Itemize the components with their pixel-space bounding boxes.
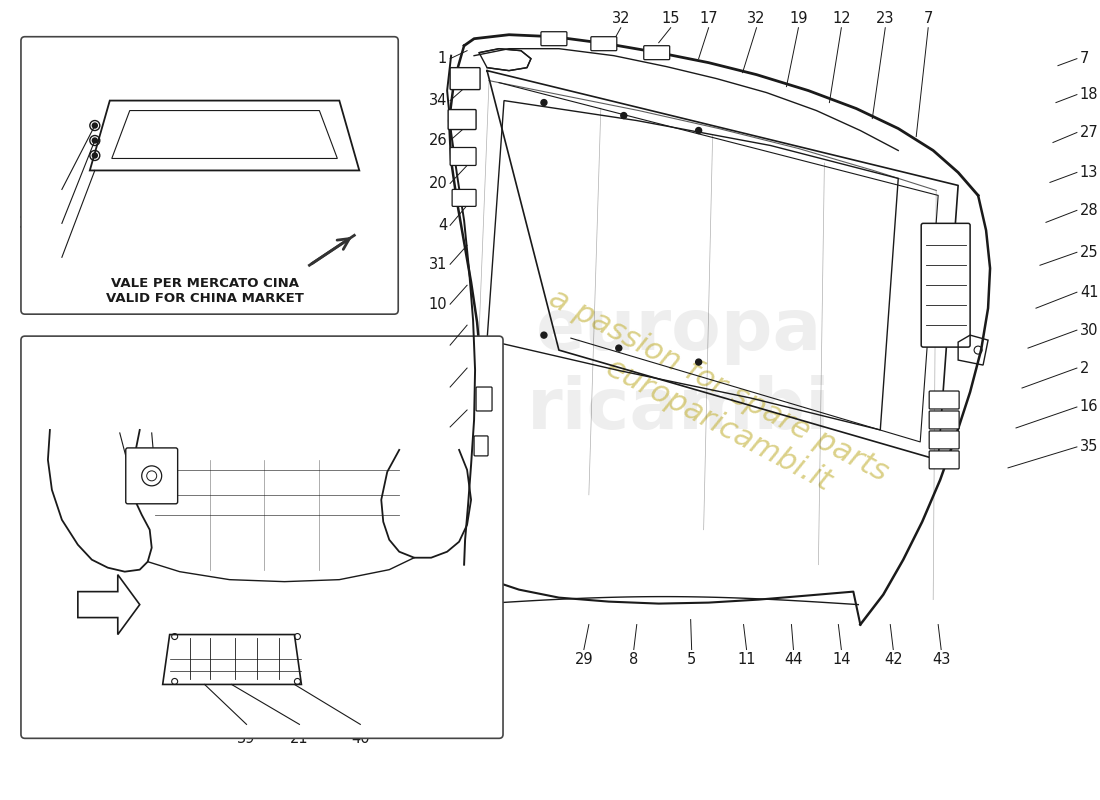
Circle shape [616, 345, 622, 351]
Text: 31: 31 [429, 257, 447, 272]
Circle shape [541, 99, 547, 106]
Text: 43: 43 [932, 651, 950, 666]
Text: 1: 1 [438, 51, 447, 66]
FancyBboxPatch shape [930, 451, 959, 469]
Text: 35: 35 [1080, 439, 1098, 454]
Circle shape [92, 123, 97, 128]
FancyBboxPatch shape [452, 190, 476, 206]
FancyBboxPatch shape [930, 391, 959, 409]
Text: 20: 20 [428, 176, 447, 191]
Text: 21: 21 [290, 731, 309, 746]
Text: 44: 44 [784, 651, 803, 666]
FancyBboxPatch shape [476, 387, 492, 411]
Text: VALE PER MERCATO CINA: VALE PER MERCATO CINA [111, 277, 298, 290]
Text: 33: 33 [429, 379, 447, 394]
FancyBboxPatch shape [448, 110, 476, 130]
Text: 17: 17 [700, 10, 718, 26]
Text: 4: 4 [438, 218, 447, 233]
Text: 9: 9 [438, 419, 447, 434]
Circle shape [92, 138, 97, 143]
Circle shape [695, 127, 702, 134]
Text: 23: 23 [876, 10, 894, 26]
Text: 7: 7 [924, 10, 933, 26]
FancyBboxPatch shape [591, 37, 617, 50]
Text: 10: 10 [429, 297, 447, 312]
Text: 37: 37 [20, 216, 37, 231]
Text: 36: 36 [20, 250, 37, 265]
FancyBboxPatch shape [474, 436, 488, 456]
FancyBboxPatch shape [541, 32, 567, 46]
Text: a passion for spare parts: a passion for spare parts [544, 283, 893, 487]
Text: 15: 15 [661, 10, 680, 26]
FancyBboxPatch shape [450, 68, 480, 90]
Text: 5: 5 [688, 651, 696, 666]
Text: 18: 18 [1080, 87, 1099, 102]
Text: 26: 26 [429, 133, 447, 148]
Text: 2: 2 [1080, 361, 1089, 375]
Text: 27: 27 [1080, 125, 1099, 140]
Text: 14: 14 [832, 651, 850, 666]
Text: 7: 7 [1080, 51, 1089, 66]
Text: 8: 8 [629, 651, 638, 666]
Text: 32: 32 [612, 10, 630, 26]
Text: 40: 40 [351, 731, 370, 746]
FancyBboxPatch shape [930, 411, 959, 429]
FancyBboxPatch shape [450, 147, 476, 166]
Circle shape [92, 153, 97, 158]
Text: 32: 32 [747, 10, 766, 26]
Text: 13: 13 [1080, 165, 1098, 180]
FancyBboxPatch shape [21, 37, 398, 314]
Circle shape [620, 113, 627, 118]
Text: 29: 29 [574, 651, 593, 666]
FancyBboxPatch shape [930, 431, 959, 449]
Text: 30: 30 [1080, 322, 1099, 338]
Text: 28: 28 [1080, 203, 1099, 218]
Text: 34: 34 [429, 338, 447, 353]
Circle shape [541, 332, 547, 338]
FancyBboxPatch shape [644, 46, 670, 60]
FancyBboxPatch shape [21, 336, 503, 738]
Polygon shape [78, 574, 140, 634]
FancyBboxPatch shape [921, 223, 970, 347]
Text: 25: 25 [1080, 245, 1099, 260]
Text: 34: 34 [429, 93, 447, 108]
Text: 38: 38 [20, 182, 37, 197]
Text: 11: 11 [737, 651, 756, 666]
Text: europa
ricambi: europa ricambi [527, 296, 830, 445]
Text: 24: 24 [139, 418, 157, 433]
FancyBboxPatch shape [125, 448, 178, 504]
Text: 22: 22 [98, 418, 118, 433]
Text: 12: 12 [832, 10, 850, 26]
Text: 16: 16 [1080, 399, 1099, 414]
Text: 42: 42 [884, 651, 903, 666]
Text: VALID FOR CHINA MARKET: VALID FOR CHINA MARKET [106, 292, 304, 305]
Text: 41: 41 [1080, 285, 1099, 300]
Text: 19: 19 [789, 10, 807, 26]
Circle shape [695, 359, 702, 365]
Text: europaricambi.it: europaricambi.it [601, 353, 836, 497]
Text: 39: 39 [238, 731, 255, 746]
